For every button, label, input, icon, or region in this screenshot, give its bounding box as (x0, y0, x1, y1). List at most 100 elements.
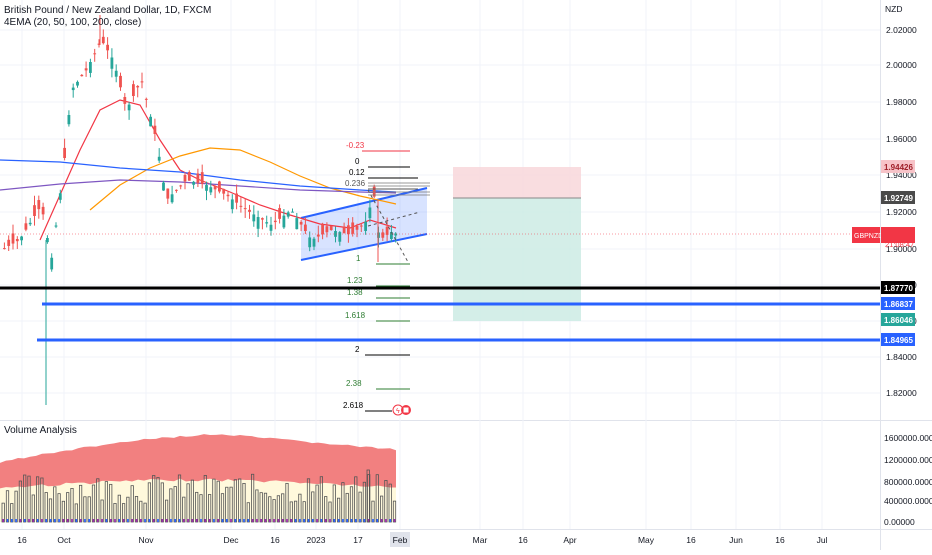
time-tick-label[interactable]: May (638, 535, 655, 545)
volume-bar-marker (178, 519, 181, 522)
volume-bar-marker (277, 519, 280, 522)
time-tick-label[interactable]: 17 (353, 535, 363, 545)
candle-body (355, 226, 359, 230)
candle-body (364, 221, 367, 231)
volume-tick-label: 1600000.00000 (884, 433, 932, 443)
fib-level-label: 2.618 (343, 401, 364, 410)
symbol-tag-text: GBPNZD (854, 233, 883, 240)
candle-body (136, 85, 140, 88)
volume-bar-marker (316, 519, 318, 522)
volume-bar-marker (333, 519, 336, 522)
time-tick-label[interactable]: Jun (729, 535, 743, 545)
candle-body (119, 75, 122, 88)
volume-bar-marker (226, 519, 228, 522)
candle-body (192, 181, 195, 185)
time-tick-label[interactable]: 16 (17, 535, 27, 545)
volume-bar-marker (15, 519, 17, 522)
candle-body (248, 209, 251, 212)
volume-bar-marker (273, 519, 275, 522)
time-tick-label[interactable]: Oct (57, 535, 71, 545)
candle-body (226, 194, 230, 197)
ema-100-line (0, 159, 397, 193)
time-axis[interactable]: 16 Oct Nov Dec 16 2023 17 Feb Mar 16 Apr May 16 Jun 16… (17, 532, 828, 547)
symbol-title[interactable]: British Pound / New Zealand Dollar, 1D, … (4, 5, 211, 16)
alert-icons[interactable]: ϟ (392, 404, 411, 416)
candle-body (114, 70, 118, 77)
ema-50-line (89, 147, 397, 211)
price-badge-text: 1.86837 (884, 300, 913, 309)
candle-body (394, 233, 398, 236)
price-tick-label: 1.98000 (886, 97, 917, 107)
volume-bar-marker (114, 519, 116, 522)
candle-body (273, 220, 277, 223)
price-badge-bg (881, 191, 915, 204)
badge-target: 1.94426 (881, 160, 915, 173)
candle-body (71, 87, 75, 91)
volume-bar-marker (49, 519, 52, 522)
position-risk-zone[interactable] (453, 198, 581, 321)
time-tick-label[interactable]: Apr (563, 535, 576, 545)
time-tick-label[interactable]: Nov (138, 535, 154, 545)
candle-body (58, 193, 62, 200)
candle-body (213, 185, 217, 190)
price-badge-bg (881, 160, 915, 173)
indicator-legend[interactable]: 4EMA (20, 50, 100, 200, close) (4, 17, 141, 28)
time-tick-label[interactable]: 16 (775, 535, 785, 545)
volume-tick-label: 800000.00000 (884, 477, 932, 487)
candle-body (200, 172, 204, 184)
time-tick-label[interactable]: Jul (817, 535, 828, 545)
volume-bar-marker (118, 519, 121, 522)
channel-lower-line[interactable] (300, 233, 428, 261)
time-tick-label[interactable]: Mar (473, 535, 488, 545)
symbol-tag: GBPNZD 21:08:47 (852, 227, 915, 249)
price-pane[interactable] (0, 0, 880, 420)
time-tick-label[interactable]: Dec (223, 535, 239, 545)
candle-body (235, 193, 238, 203)
volume-bar-marker (230, 519, 232, 522)
fib-extension[interactable]: -0.23 0 0.12 0.236 1 1.23 1.38 1.618 2 2.38 2.618 (343, 141, 430, 412)
candle-body (132, 84, 135, 96)
candle-body (381, 232, 385, 238)
volume-bar-marker (372, 519, 374, 522)
price-tick-label: 2.02000 (886, 25, 917, 35)
volume-bar-marker (170, 519, 172, 522)
volume-tick-label: 0.00000 (884, 517, 915, 527)
volume-bar-marker (243, 519, 245, 522)
price-badge-text: 1.84965 (884, 336, 913, 345)
volume-bar-marker (320, 519, 323, 522)
channel-upper-line[interactable] (300, 187, 428, 219)
price-tick-label: 1.92000 (886, 207, 917, 217)
volume-bar-marker (389, 519, 391, 522)
volume-tick-label: 1200000.00000 (884, 455, 932, 465)
candle-body (218, 181, 221, 192)
candle-body (312, 238, 316, 247)
fib-level-label: 0 (355, 157, 360, 166)
candle-body (127, 104, 131, 111)
candle-body (157, 156, 161, 161)
volume-bar-marker (303, 519, 305, 522)
candle-body (93, 53, 97, 55)
candlestick-series (3, 15, 398, 405)
time-tick-label[interactable]: 16 (686, 535, 696, 545)
candle-body (334, 231, 337, 237)
volume-bar-marker (92, 519, 95, 522)
fib-level-label: 0.236 (345, 179, 366, 188)
price-badge-bg (881, 281, 915, 294)
volume-bar-marker (329, 519, 331, 522)
candle-body (183, 174, 187, 182)
time-tick-label[interactable]: Feb (393, 535, 408, 545)
volume-bar-marker (101, 519, 103, 522)
time-tick-label[interactable]: 16 (518, 535, 528, 545)
volume-pane-title[interactable]: Volume Analysis (4, 425, 77, 436)
position-profit-zone[interactable] (453, 167, 581, 198)
candle-body (308, 237, 312, 248)
volume-bar-marker (208, 519, 211, 522)
currency-label: NZD (885, 4, 902, 14)
candle-body (7, 239, 11, 246)
volume-bar-marker (88, 519, 90, 522)
time-tick-label[interactable]: 16 (270, 535, 280, 545)
volume-bar-marker (264, 519, 267, 522)
time-tick-label[interactable]: 2023 (307, 535, 326, 545)
